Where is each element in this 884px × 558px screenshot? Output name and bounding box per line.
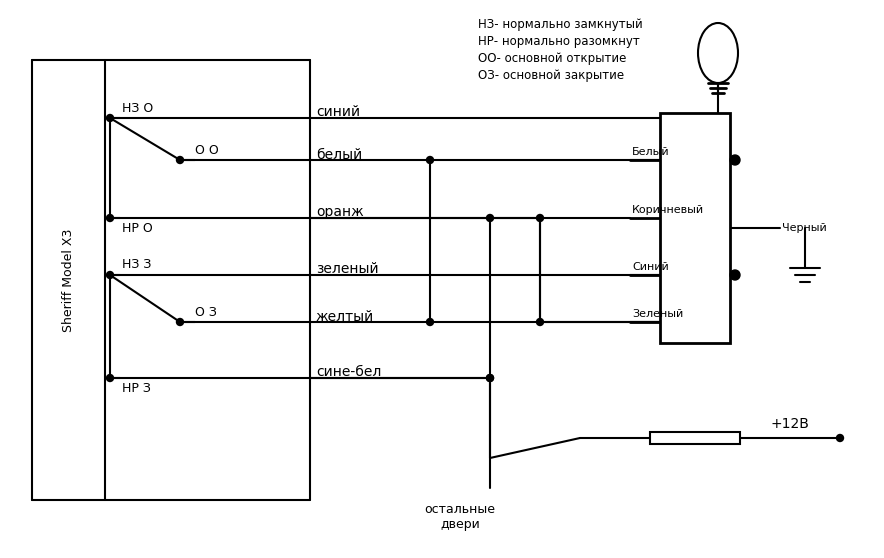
Bar: [660, 113, 730, 343]
Text: Коричневый: Коричневый: [632, 205, 705, 215]
Text: Белый: Белый: [632, 147, 669, 157]
Text: +12В: +12В: [770, 417, 809, 431]
Text: НЗ З: НЗ З: [122, 258, 151, 272]
Text: Черный: Черный: [782, 223, 827, 233]
Ellipse shape: [698, 23, 738, 83]
Circle shape: [106, 272, 113, 278]
Circle shape: [486, 374, 493, 382]
Text: НЗ- нормально замкнутый
НР- нормально разомкнут
ОО- основной открытие
ОЗ- основн: НЗ- нормально замкнутый НР- нормально ра…: [478, 18, 643, 82]
Text: О О: О О: [195, 145, 218, 157]
Text: сине-бел: сине-бел: [316, 365, 381, 379]
Text: синий: синий: [316, 105, 360, 119]
Text: желтый: желтый: [316, 310, 374, 324]
Text: НЗ О: НЗ О: [122, 102, 153, 114]
Text: оранж: оранж: [316, 205, 363, 219]
Text: остальные
двери: остальные двери: [424, 503, 496, 531]
Circle shape: [426, 319, 433, 325]
Text: зеленый: зеленый: [316, 262, 378, 276]
Circle shape: [106, 214, 113, 222]
Text: НР З: НР З: [122, 382, 151, 395]
Text: Синий: Синий: [632, 262, 669, 272]
Circle shape: [730, 155, 740, 165]
Text: белый: белый: [316, 148, 362, 162]
Circle shape: [537, 214, 544, 222]
Circle shape: [730, 270, 740, 280]
Circle shape: [486, 374, 493, 382]
Circle shape: [836, 435, 843, 441]
Text: Sheriff Model X3: Sheriff Model X3: [62, 228, 74, 331]
Circle shape: [537, 319, 544, 325]
Text: НР О: НР О: [122, 222, 153, 234]
Circle shape: [177, 156, 184, 163]
Circle shape: [106, 114, 113, 122]
Circle shape: [106, 374, 113, 382]
Circle shape: [486, 214, 493, 222]
Bar: [650, 432, 740, 444]
Text: О З: О З: [195, 306, 217, 320]
Circle shape: [426, 156, 433, 163]
Circle shape: [177, 319, 184, 325]
Text: Зеленый: Зеленый: [632, 309, 683, 319]
